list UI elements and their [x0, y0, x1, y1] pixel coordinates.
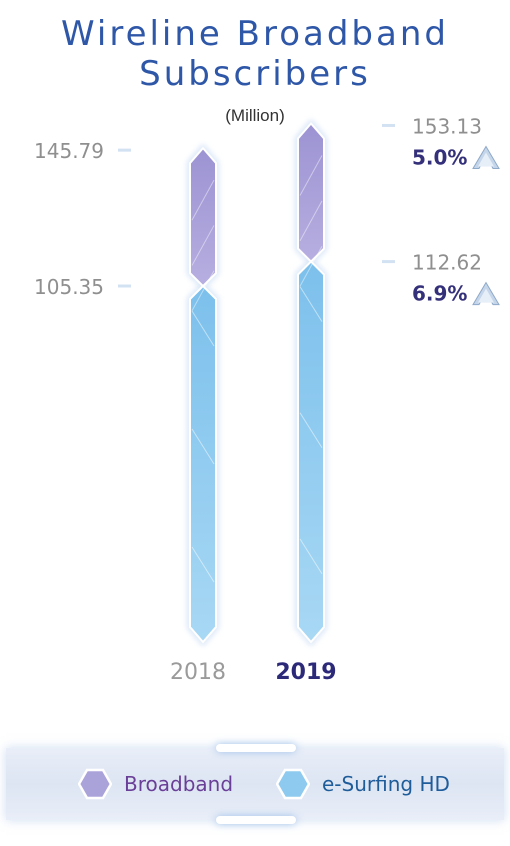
legend-item-esurfing: e-Surfing HD	[276, 766, 450, 802]
bar-streak	[191, 179, 215, 221]
bar-streak	[191, 225, 215, 266]
value-label-esurfing-2019: 112.62	[412, 251, 482, 275]
title-line-2: Subscribers	[139, 54, 371, 94]
value-label-broadband-2018: 145.79	[34, 139, 104, 163]
bar-streak	[299, 538, 323, 575]
blue-hexagon-icon	[276, 768, 310, 800]
unit-label: (Million)	[225, 106, 285, 125]
chart-title: Wireline Broadband Subscribers	[0, 14, 510, 94]
up-arrow-icon	[472, 281, 500, 306]
up-arrow-icon-inner	[478, 288, 494, 303]
legend-label-esurfing: e-Surfing HD	[322, 772, 450, 796]
bar-streak	[191, 310, 215, 347]
growth-label-broadband: 5.0%	[412, 145, 467, 169]
bar-streak	[299, 200, 323, 242]
bar-streak	[191, 428, 215, 465]
year-label-2019: 2019	[275, 660, 336, 685]
title-line-1: Wireline Broadband	[61, 14, 449, 54]
bar-streak	[299, 155, 323, 196]
legend-item-broadband: Broadband	[78, 766, 233, 802]
bar-streak	[191, 546, 215, 583]
up-arrow-icon	[472, 145, 500, 169]
year-label-2018: 2018	[170, 660, 226, 685]
bar-streak	[299, 412, 323, 448]
growth-label-esurfing: 6.9%	[412, 282, 467, 306]
bar-esurfing-2018	[189, 284, 217, 644]
legend-label-broadband: Broadband	[124, 772, 234, 796]
bar-streak	[299, 286, 323, 322]
value-label-esurfing-2018: 105.35	[34, 275, 104, 299]
purple-hexagon-icon	[78, 768, 112, 800]
value-label-broadband-2019: 153.13	[412, 114, 482, 138]
chart-area: 2018 2019 145.79 105.35 153.13 112.62 5.0% 6.9%	[34, 114, 500, 685]
up-arrow-icon-inner	[478, 152, 494, 167]
legend: Broadband e-Surfing HD	[6, 744, 504, 824]
bar-streak	[191, 270, 215, 311]
bar-streak	[299, 245, 323, 287]
